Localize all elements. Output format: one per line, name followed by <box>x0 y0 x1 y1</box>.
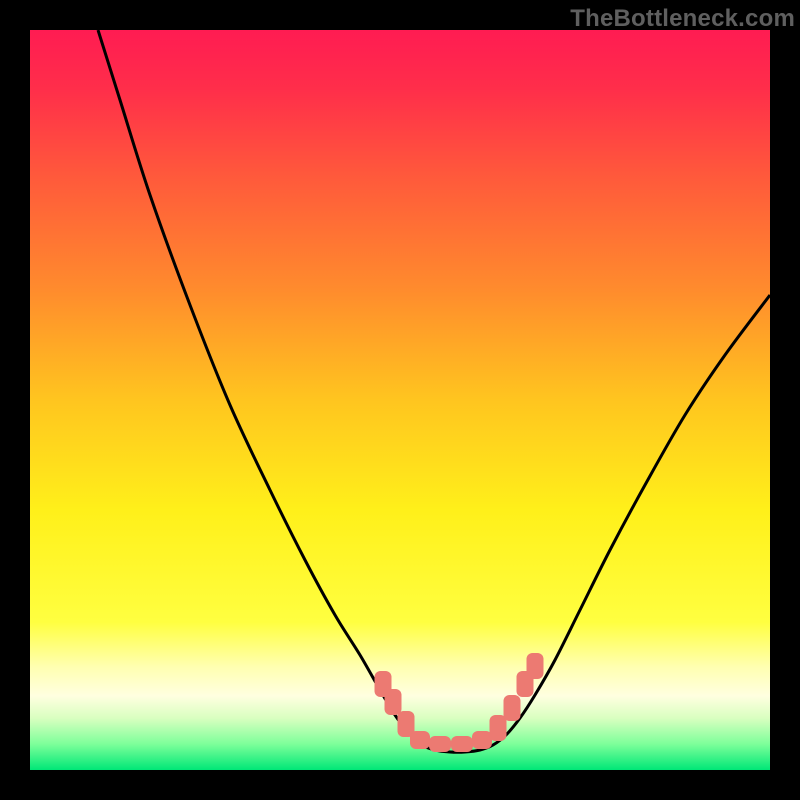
curve-marker <box>472 731 492 749</box>
curve-marker <box>451 736 473 752</box>
curve-marker <box>490 715 507 741</box>
curve-marker <box>385 689 402 715</box>
curve-marker <box>527 653 544 679</box>
curve-marker <box>410 731 430 749</box>
gradient-background <box>30 30 770 770</box>
plot-area <box>0 0 800 800</box>
chart-svg <box>0 0 800 800</box>
watermark-text: TheBottleneck.com <box>570 5 795 33</box>
curve-marker <box>429 736 451 752</box>
curve-marker <box>504 695 521 721</box>
